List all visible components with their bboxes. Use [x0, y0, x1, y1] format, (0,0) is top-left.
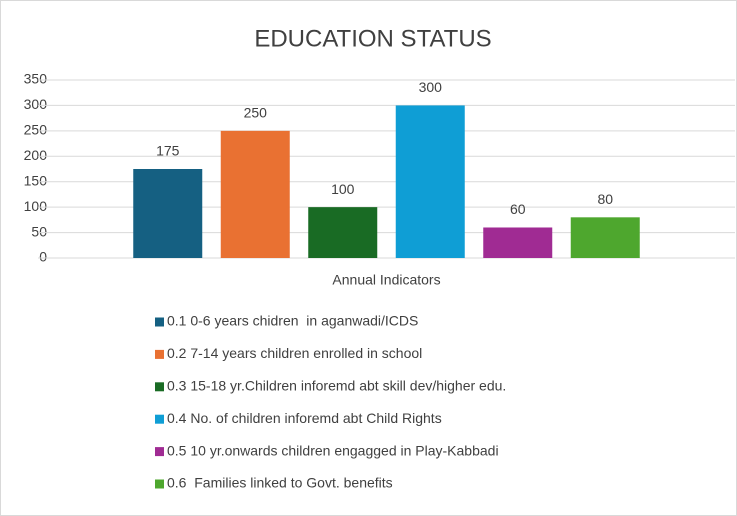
- x-tick-label: Annual Indicators: [332, 272, 440, 288]
- data-label: 250: [244, 105, 268, 121]
- data-label: 300: [419, 79, 443, 95]
- bar: [133, 169, 203, 258]
- legend-label: 0.6 Families linked to Govt. benefits: [167, 475, 393, 491]
- y-tick-label: 100: [24, 198, 48, 214]
- y-tick-label: 250: [24, 122, 48, 138]
- bar: [395, 105, 465, 258]
- y-tick-label: 0: [39, 249, 47, 265]
- y-tick-label: 350: [24, 71, 48, 87]
- bar: [483, 227, 553, 258]
- y-tick-label: 150: [24, 172, 48, 188]
- legend-swatch: [155, 479, 164, 489]
- legend-swatch: [155, 447, 164, 457]
- data-label: 80: [597, 191, 613, 207]
- bar: [220, 130, 290, 258]
- chart-title: EDUCATION STATUS: [254, 25, 491, 52]
- data-label: 175: [156, 143, 180, 159]
- data-label: 100: [331, 181, 355, 197]
- legend-swatch: [155, 317, 164, 327]
- bar: [570, 217, 640, 258]
- legend-label: 0.4 No. of children inforemd abt Child R…: [167, 410, 442, 426]
- legend-label: 0.3 15-18 yr.Children inforemd abt skill…: [167, 378, 506, 394]
- legend-label: 0.2 7-14 years children enrolled in scho…: [167, 345, 422, 361]
- legend-swatch: [155, 349, 164, 359]
- y-tick-label: 200: [24, 147, 48, 163]
- legend-swatch: [155, 382, 164, 392]
- data-label: 60: [510, 201, 526, 217]
- bar: [308, 207, 378, 258]
- y-tick-label: 50: [31, 223, 47, 239]
- legend-label: 0.1 0-6 years chidren in aganwadi/ICDS: [167, 313, 418, 329]
- legend-label: 0.5 10 yr.onwards children engagged in P…: [167, 442, 499, 458]
- y-tick-label: 300: [24, 96, 48, 112]
- legend-swatch: [155, 414, 164, 424]
